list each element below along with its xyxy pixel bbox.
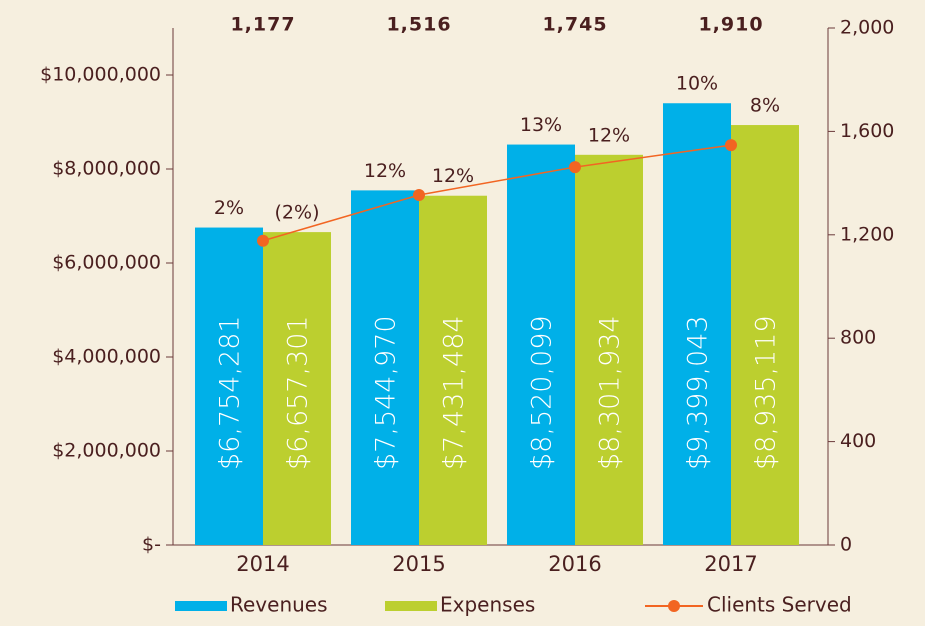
line-point bbox=[725, 139, 737, 152]
bar bbox=[419, 195, 487, 545]
y-tick-label: $6,000,000 bbox=[52, 252, 161, 274]
growth-label: 2% bbox=[214, 197, 244, 219]
bar bbox=[575, 154, 643, 546]
legend-swatch bbox=[385, 601, 437, 611]
value-label: $8,520,099 bbox=[527, 315, 558, 470]
bar bbox=[507, 144, 575, 545]
y2-tick-label: 2,000 bbox=[840, 17, 894, 39]
y2-tick-label: 1,600 bbox=[840, 120, 894, 142]
line-point bbox=[569, 161, 581, 174]
legend-swatch bbox=[175, 601, 227, 611]
y2-tick-label: 800 bbox=[840, 327, 876, 349]
annotation: 1,910 bbox=[698, 14, 763, 36]
growth-label: (2%) bbox=[275, 202, 320, 224]
growth-label: 12% bbox=[432, 165, 474, 187]
y-tick-label: $2,000,000 bbox=[52, 440, 161, 462]
legend-marker bbox=[668, 600, 680, 612]
bar bbox=[351, 190, 419, 545]
x-tick-label: 2017 bbox=[704, 552, 757, 576]
value-label: $7,431,484 bbox=[439, 315, 470, 470]
x-tick-label: 2016 bbox=[548, 552, 601, 576]
line bbox=[262, 144, 732, 242]
value-label: $7,544,970 bbox=[371, 315, 402, 470]
value-label: $9,399,043 bbox=[683, 315, 714, 470]
y2-tick-label: 1,200 bbox=[840, 223, 894, 245]
growth-label: 13% bbox=[520, 114, 562, 136]
x-tick-label: 2015 bbox=[392, 552, 445, 576]
annotation: 1,516 bbox=[386, 14, 451, 36]
line-point bbox=[257, 234, 269, 247]
value-label: $6,754,281 bbox=[215, 315, 246, 470]
value-label: $8,301,934 bbox=[595, 315, 626, 470]
bar bbox=[195, 227, 263, 545]
x-tick-label: 2014 bbox=[236, 552, 289, 576]
annotation: 1,745 bbox=[542, 14, 607, 36]
y2-tick-label: 0 bbox=[840, 534, 852, 556]
growth-label: 10% bbox=[676, 73, 718, 95]
bar bbox=[663, 103, 731, 545]
growth-label: 12% bbox=[364, 160, 406, 182]
line-point bbox=[413, 188, 425, 201]
y-tick-label: $8,000,000 bbox=[52, 158, 161, 180]
y-tick-label: $4,000,000 bbox=[52, 346, 161, 368]
legend-label: Revenues bbox=[230, 593, 328, 617]
value-label: $6,657,301 bbox=[283, 315, 314, 470]
growth-label: 12% bbox=[588, 124, 630, 146]
legend-label: Expenses bbox=[440, 593, 535, 617]
value-label: $8,935,119 bbox=[751, 315, 782, 470]
y-tick-label: $10,000,000 bbox=[40, 64, 161, 86]
growth-label: 8% bbox=[750, 95, 780, 117]
bar bbox=[731, 125, 799, 545]
annotation: 1,177 bbox=[230, 14, 295, 36]
bar bbox=[263, 232, 331, 545]
legend-label: Clients Served bbox=[707, 593, 852, 617]
y2-tick-label: 400 bbox=[840, 430, 876, 452]
y-tick-label: $- bbox=[142, 534, 161, 556]
